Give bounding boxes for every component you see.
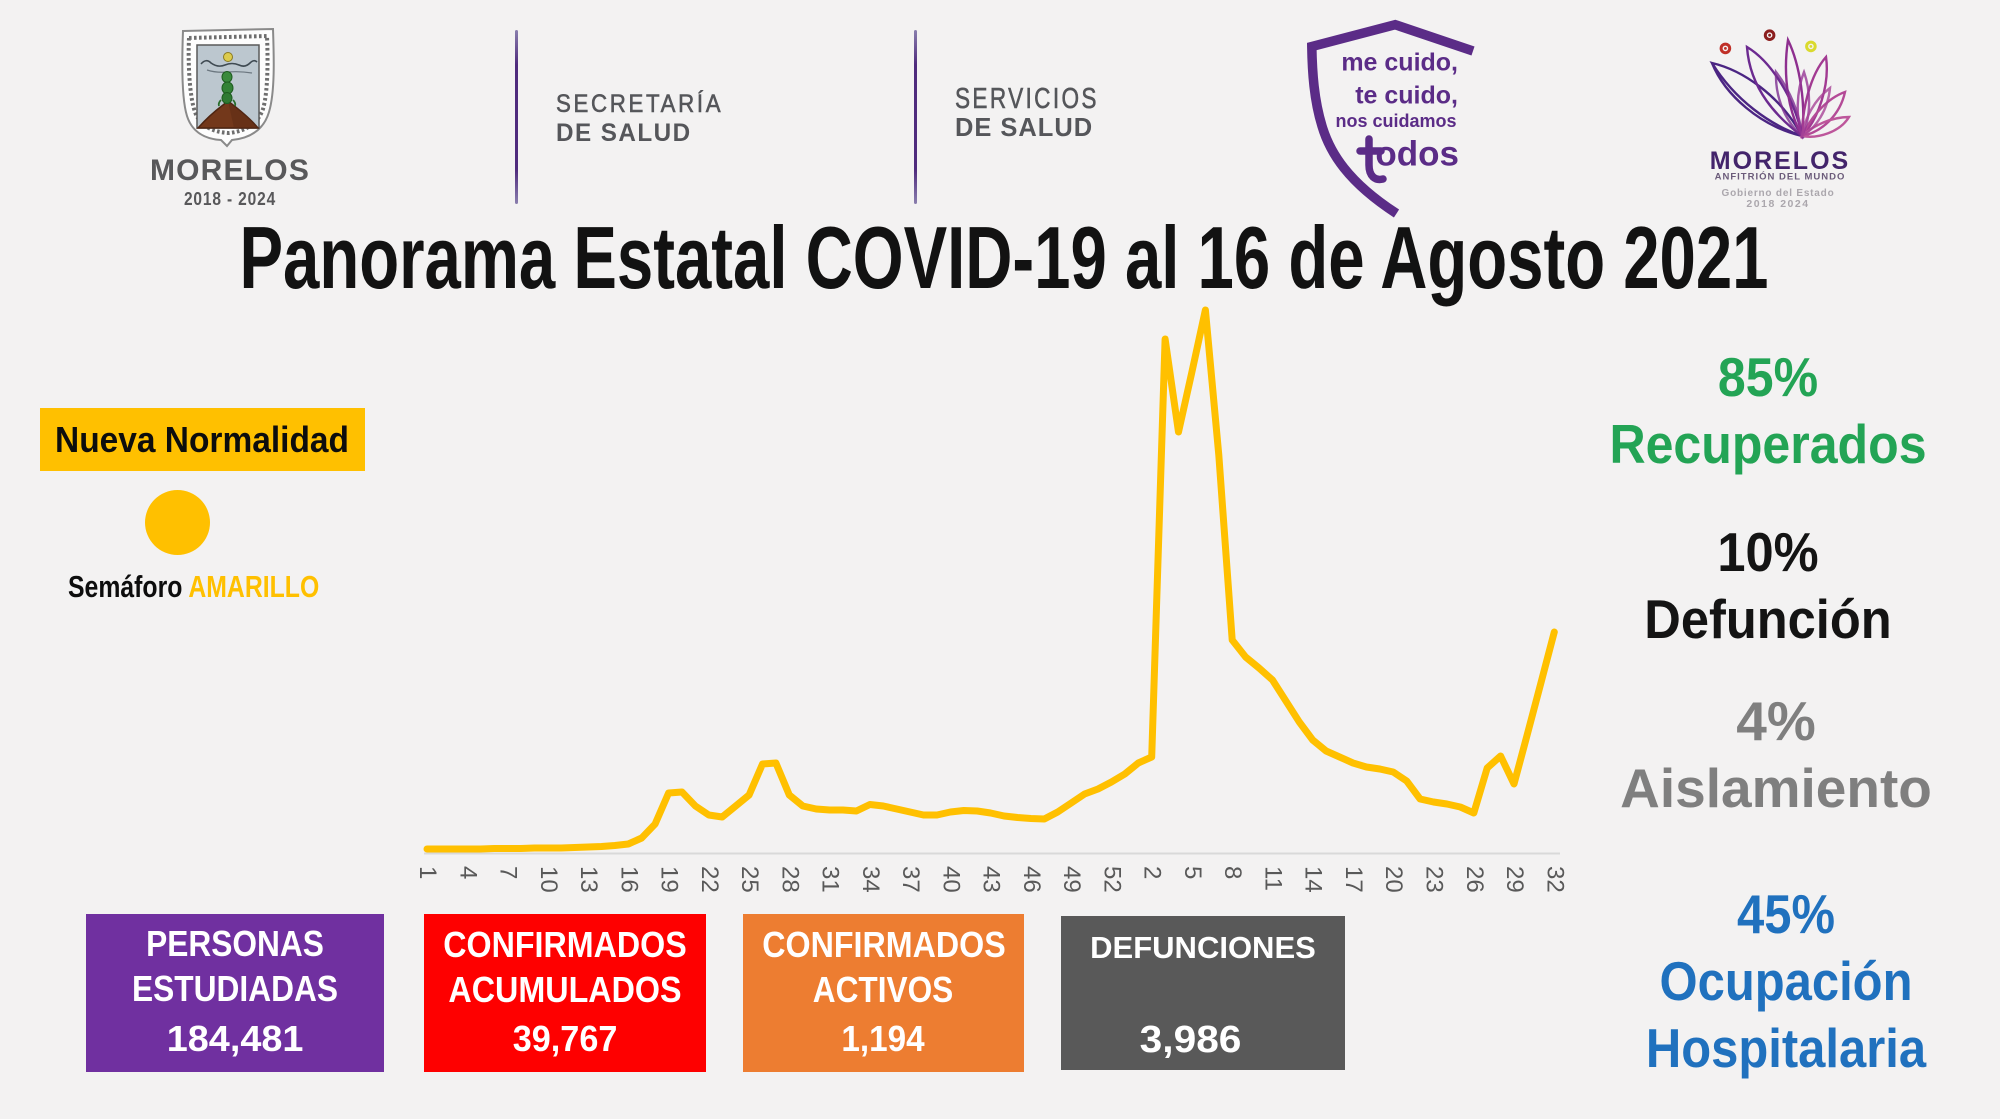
svg-text:29: 29 — [1501, 866, 1528, 893]
svg-text:me cuido,: me cuido, — [1341, 49, 1458, 77]
svg-text:13: 13 — [575, 866, 602, 893]
svg-text:14: 14 — [1300, 866, 1327, 893]
svg-text:nos cuidamos: nos cuidamos — [1335, 111, 1456, 131]
svg-text:52: 52 — [1098, 866, 1125, 893]
svg-text:37: 37 — [897, 866, 924, 893]
svg-text:22: 22 — [696, 866, 723, 893]
svg-text:Gobierno del Estado: Gobierno del Estado — [1722, 188, 1835, 199]
svg-text:40: 40 — [937, 866, 964, 893]
svg-text:20: 20 — [1380, 866, 1407, 893]
svg-text:7: 7 — [495, 866, 522, 879]
svg-text:8: 8 — [1219, 866, 1246, 879]
svg-text:16: 16 — [615, 866, 642, 893]
svg-text:49: 49 — [1058, 866, 1085, 893]
svg-text:31: 31 — [817, 866, 844, 893]
svg-text:4: 4 — [454, 866, 481, 879]
svg-text:26: 26 — [1461, 866, 1488, 893]
svg-text:34: 34 — [857, 866, 884, 893]
svg-text:25: 25 — [736, 866, 763, 893]
svg-text:te cuido,: te cuido, — [1355, 82, 1458, 110]
svg-text:2018 2024: 2018 2024 — [1746, 198, 1809, 210]
svg-text:1: 1 — [414, 866, 441, 879]
svg-text:5: 5 — [1179, 866, 1206, 879]
svg-text:43: 43 — [978, 866, 1005, 893]
svg-text:ANFITRIÓN DEL MUNDO: ANFITRIÓN DEL MUNDO — [1715, 171, 1846, 183]
svg-text:19: 19 — [656, 866, 683, 893]
svg-text:11: 11 — [1260, 866, 1287, 891]
svg-text:17: 17 — [1340, 866, 1367, 893]
svg-text:46: 46 — [1018, 866, 1045, 893]
svg-text:odos: odos — [1375, 135, 1459, 174]
svg-text:10: 10 — [535, 866, 562, 893]
svg-text:MORELOS: MORELOS — [1710, 147, 1850, 175]
svg-text:28: 28 — [776, 866, 803, 893]
svg-text:2: 2 — [1139, 866, 1166, 879]
svg-text:32: 32 — [1541, 866, 1568, 893]
svg-text:23: 23 — [1421, 866, 1448, 893]
